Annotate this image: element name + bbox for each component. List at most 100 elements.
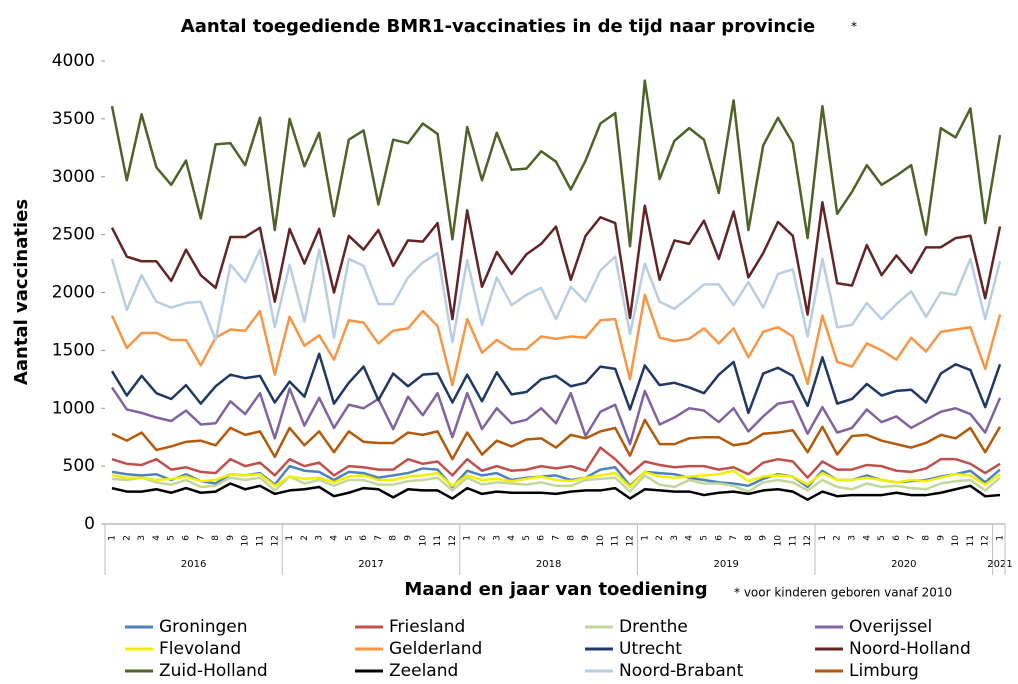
x-tick-label: 4 [507, 535, 517, 541]
x-tick-label: 8 [389, 535, 399, 541]
y-tick-label: 2000 [52, 283, 95, 303]
legend-label: Flevoland [159, 639, 241, 659]
legend-label: Noord-Brabant [619, 661, 744, 681]
series-line [110, 79, 1002, 248]
x-tick-label: 5 [877, 535, 887, 541]
series-line [110, 386, 1002, 446]
series-line [111, 469, 1001, 489]
x-tick-label: 4 [330, 535, 340, 541]
footnote: * voor kinderen geboren vanaf 2010 [734, 586, 952, 600]
x-tick-label: 10 [241, 535, 251, 547]
x-tick-label: 9 [404, 535, 414, 541]
x-tick-label: 3 [848, 535, 858, 541]
x-tick-label: 7 [729, 535, 739, 541]
x-tick-label: 9 [759, 535, 769, 541]
legend-label: Gelderland [389, 639, 482, 659]
series-line [111, 482, 1001, 501]
series-line [110, 352, 1002, 415]
x-tick-label: 7 [552, 535, 562, 541]
x-tick-label: 1 [108, 535, 118, 541]
y-tick-label: 0 [84, 514, 95, 534]
x-tick-label: 8 [922, 535, 932, 541]
legend-label: Zuid-Holland [159, 661, 268, 681]
x-tick-label: 5 [522, 535, 532, 541]
y-tick-label: 1000 [52, 398, 95, 418]
x-tick-label: 1 [996, 535, 1006, 541]
y-tick-label: 4000 [52, 51, 95, 71]
year-label: 2018 [536, 559, 561, 570]
legend-label: Groningen [159, 617, 248, 637]
series-line [111, 446, 1001, 479]
x-tick-label: 11 [788, 535, 798, 546]
x-tick-label: 4 [862, 535, 872, 541]
x-tick-label: 8 [211, 535, 221, 541]
series-line [110, 200, 1002, 321]
x-tick-label: 3 [137, 535, 147, 541]
title-mark: * [851, 20, 857, 34]
x-tick-label: 1 [285, 535, 295, 541]
y-tick-label: 3000 [52, 167, 95, 187]
x-tick-label: 5 [700, 535, 710, 541]
year-label: 2016 [181, 559, 206, 570]
x-tick-label: 2 [300, 535, 310, 541]
x-tick-label: 5 [167, 535, 177, 541]
x-tick-label: 11 [611, 535, 621, 546]
x-tick-label: 7 [907, 535, 917, 541]
x-tick-label: 1 [463, 535, 473, 541]
y-tick-label: 3500 [52, 109, 95, 129]
x-tick-label: 3 [670, 535, 680, 541]
legend-label: Drenthe [619, 617, 688, 637]
x-tick-label: 6 [714, 535, 724, 541]
legend-label: Zeeland [389, 661, 458, 681]
x-tick-label: 12 [981, 535, 991, 546]
x-tick-label: 12 [803, 535, 813, 546]
x-tick-label: 2 [655, 535, 665, 541]
x-tick-label: 12 [270, 535, 280, 546]
x-tick-label: 9 [226, 535, 236, 541]
x-tick-label: 2 [122, 535, 132, 541]
x-tick-label: 6 [182, 535, 192, 541]
legend-label: Overijssel [849, 617, 932, 637]
x-tick-label: 12 [448, 535, 458, 546]
x-tick-label: 10 [418, 535, 428, 547]
x-tick-label: 11 [966, 535, 976, 546]
year-label: 2019 [713, 559, 738, 570]
series-line [111, 474, 1001, 493]
series-line [111, 418, 1002, 461]
y-axis-label: Aantal vaccinaties [11, 199, 32, 385]
x-tick-label: 3 [492, 535, 502, 541]
x-tick-label: 12 [626, 535, 636, 546]
x-tick-label: 3 [315, 535, 325, 541]
x-axis-label: Maand en jaar van toediening [404, 579, 707, 600]
chart-title: Aantal toegediende BMR1-vaccinaties in d… [181, 16, 815, 37]
x-tick-label: 6 [359, 535, 369, 541]
y-tick-label: 1500 [52, 340, 95, 360]
x-tick-label: 7 [196, 535, 206, 541]
series-line [110, 293, 1002, 387]
legend-label: Limburg [849, 661, 919, 681]
x-tick-label: 2 [478, 535, 488, 541]
x-tick-label: 11 [256, 535, 266, 546]
y-tick-label: 500 [63, 456, 95, 476]
year-label: 2020 [891, 559, 916, 570]
x-tick-label: 8 [744, 535, 754, 541]
x-tick-label: 10 [774, 535, 784, 547]
legend-label: Utrecht [619, 639, 682, 659]
x-tick-label: 6 [537, 535, 547, 541]
y-tick-label: 2500 [52, 225, 95, 245]
year-label: 2021 [987, 559, 1012, 570]
x-tick-label: 9 [936, 535, 946, 541]
x-tick-label: 5 [344, 535, 354, 541]
x-tick-label: 8 [566, 535, 576, 541]
x-tick-label: 10 [951, 535, 961, 547]
x-tick-label: 7 [374, 535, 384, 541]
year-label: 2017 [358, 559, 383, 570]
x-tick-label: 4 [152, 535, 162, 541]
x-tick-label: 6 [892, 535, 902, 541]
x-tick-label: 2 [833, 535, 843, 541]
x-tick-label: 1 [818, 535, 828, 541]
x-tick-label: 1 [640, 535, 650, 541]
x-tick-label: 10 [596, 535, 606, 547]
x-tick-label: 4 [685, 535, 695, 541]
x-tick-label: 9 [581, 535, 591, 541]
